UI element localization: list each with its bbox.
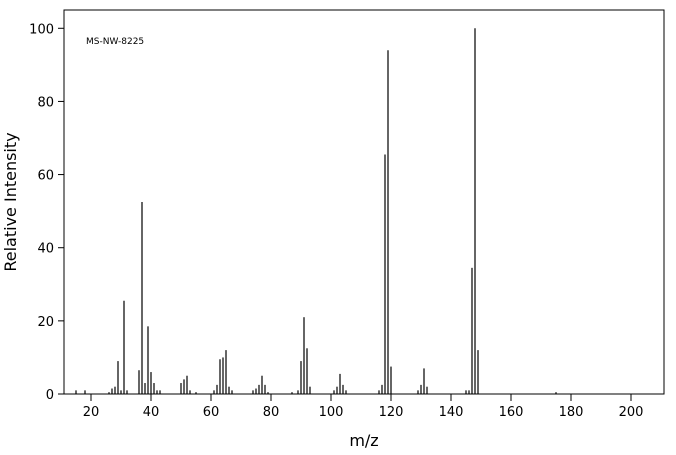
y-tick-label: 100 <box>29 22 54 37</box>
annotation: MS-NW-8225 <box>86 37 144 47</box>
x-tick-label: 60 <box>203 405 220 420</box>
y-tick-label: 40 <box>37 242 54 257</box>
x-tick-label: 140 <box>439 405 464 420</box>
x-tick-label: 160 <box>499 405 524 420</box>
x-tick-label: 20 <box>83 405 100 420</box>
y-tick-label: 60 <box>37 169 54 184</box>
x-tick-label: 180 <box>559 405 584 420</box>
x-tick-label: 40 <box>143 405 160 420</box>
x-tick-label: 120 <box>379 405 404 420</box>
y-axis-label: Relative Intensity <box>1 132 20 271</box>
y-tick-label: 0 <box>46 388 54 403</box>
y-tick-label: 80 <box>37 95 54 110</box>
y-tick-label: 20 <box>37 315 54 330</box>
x-tick-label: 100 <box>319 405 344 420</box>
plot-frame <box>63 9 665 395</box>
x-tick-label: 200 <box>619 405 644 420</box>
x-tick-label: 80 <box>263 405 280 420</box>
x-axis-label: m/z <box>349 431 378 450</box>
